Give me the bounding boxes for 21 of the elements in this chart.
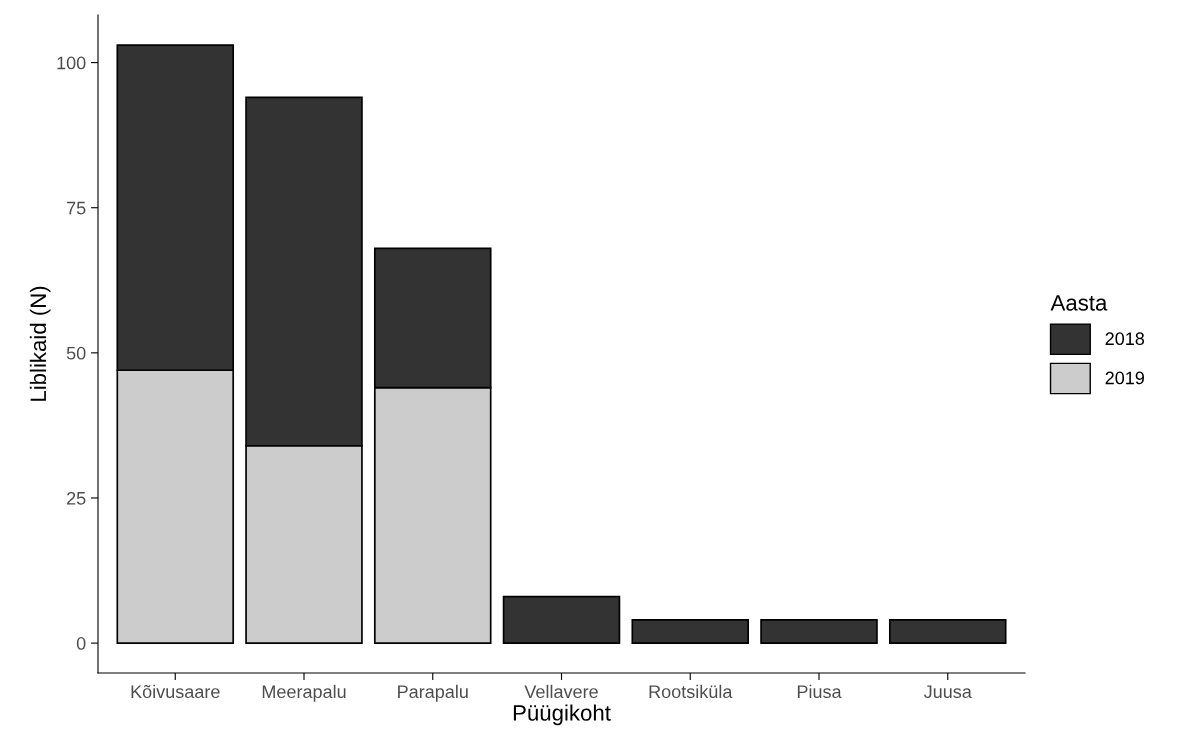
y-tick-label: 0: [76, 637, 86, 650]
legend-title: Aasta: [1050, 295, 1108, 311]
y-axis-title: Liblikaid (N): [29, 286, 51, 401]
x-tick-label: Vellavere: [524, 684, 598, 699]
bar: [502, 595, 621, 644]
legend-label: 2018: [1105, 332, 1145, 346]
y-tick-label: 25: [67, 491, 86, 505]
y-tick-label: 75: [67, 201, 86, 215]
x-tick-label: Piusa: [797, 684, 842, 699]
x-tick-label: Kõivusaare: [131, 684, 220, 699]
bar: [631, 619, 750, 644]
bar: [760, 619, 878, 644]
x-tick-label: Rootsiküla: [649, 684, 733, 699]
x-tick-label: Parapalu: [398, 684, 468, 702]
x-tick-label: Meerapalu: [262, 684, 346, 702]
x-tick-label: Juusa: [923, 685, 972, 699]
y-tick-label: 50: [66, 346, 86, 360]
legend-label: 2019: [1105, 371, 1144, 385]
x-axis-title: Püügikoht: [513, 704, 611, 726]
bar: [888, 619, 1007, 644]
y-tick-label: 100: [57, 56, 86, 70]
